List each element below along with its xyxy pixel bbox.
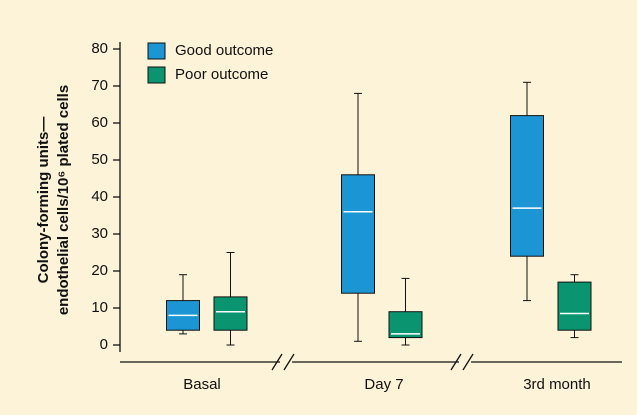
legend-swatch: [147, 42, 166, 60]
y-tick-label: 0: [100, 336, 108, 353]
x-tick-label: Day 7: [364, 376, 403, 393]
legend-label: Poor outcome: [175, 66, 268, 83]
x-tick-label: Basal: [183, 376, 221, 393]
y-tick-label: 40: [91, 188, 108, 205]
y-axis-label: endothelial cells/10⁶ plated cells: [55, 85, 72, 315]
y-tick-label: 10: [91, 299, 108, 316]
y-tick-label: 50: [91, 151, 108, 168]
legend-label: Good outcome: [175, 42, 273, 59]
box: [510, 115, 544, 257]
x-tick-label: 3rd month: [523, 376, 591, 393]
box: [557, 281, 592, 331]
y-tick-label: 20: [91, 262, 108, 279]
y-tick-label: 80: [91, 40, 108, 57]
y-tick-label: 70: [91, 77, 108, 94]
y-axis-label: Colony-forming units—: [35, 117, 52, 284]
y-tick-label: 30: [91, 225, 108, 242]
y-tick-label: 60: [91, 114, 108, 131]
axis-break: [271, 353, 474, 371]
legend-swatch: [147, 66, 166, 84]
box: [341, 174, 375, 294]
box: [213, 296, 248, 331]
